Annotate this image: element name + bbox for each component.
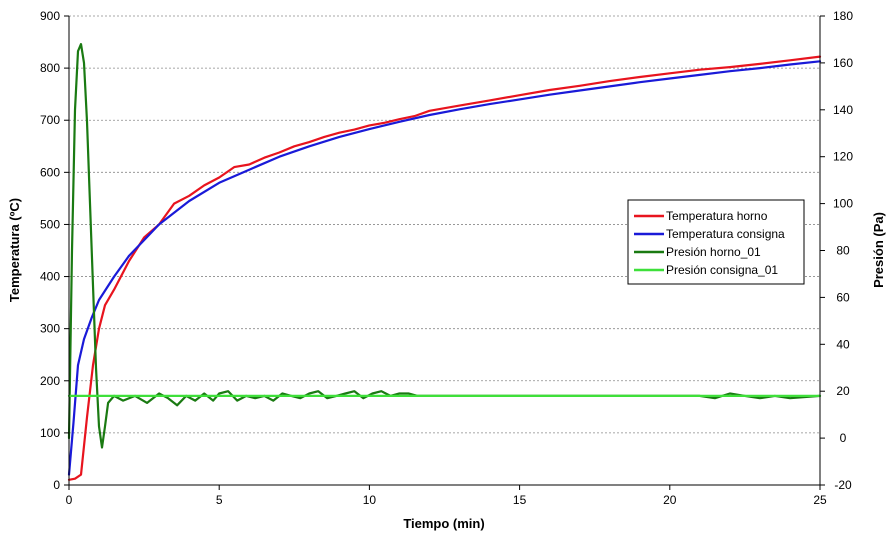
legend-label-4: Presión consigna_01 — [666, 263, 778, 277]
y-left-tick-label: 500 — [40, 217, 60, 231]
y-left-tick-label: 300 — [40, 322, 60, 336]
series-line-2 — [67, 60, 822, 476]
y-right-tick-label: 120 — [833, 150, 853, 164]
y-left-tick-label: 900 — [40, 9, 60, 23]
legend: Temperatura horno Temperatura consigna Pre… — [627, 199, 805, 285]
y-right-tick-labels: -20 0 20 40 60 80 100 120 140 160 180 — [833, 9, 853, 492]
legend-label-2: Temperatura consigna — [666, 227, 785, 241]
y-left-tick-label: 100 — [40, 426, 60, 440]
y-left-tick-label: 700 — [40, 113, 60, 127]
x-tick-label: 15 — [513, 493, 527, 507]
x-tick-label: 5 — [216, 493, 223, 507]
y-right-tick-label: -20 — [834, 478, 852, 492]
series-lines — [67, 42, 822, 481]
series-line-1 — [67, 55, 822, 481]
y-right-tick-label: 160 — [833, 56, 853, 70]
y-right-axis-title: Presión (Pa) — [871, 212, 886, 288]
x-tick-label: 20 — [663, 493, 677, 507]
y-right-tick-label: 60 — [836, 290, 850, 304]
x-tick-labels: 0 5 10 15 20 25 — [66, 493, 827, 507]
x-axis-title: Tiempo (min) — [403, 516, 484, 531]
y-right-tick-label: 80 — [836, 244, 850, 258]
y-right-tick-label: 40 — [836, 337, 850, 351]
axes — [64, 15, 825, 490]
y-right-tick-label: 100 — [833, 197, 853, 211]
y-right-tick-label: 180 — [833, 9, 853, 23]
x-tick-label: 10 — [363, 493, 377, 507]
y-right-tick-label: 0 — [840, 431, 847, 445]
y-left-tick-label: 200 — [40, 374, 60, 388]
legend-label-1: Temperatura horno — [666, 209, 768, 223]
y-left-tick-label: 400 — [40, 270, 60, 284]
y-left-tick-label: 600 — [40, 165, 60, 179]
x-tick-label: 0 — [66, 493, 73, 507]
y-left-axis-title: Temperatura (ºC) — [7, 198, 22, 302]
y-right-tick-label: 140 — [833, 103, 853, 117]
y-left-tick-labels: 0 100 200 300 400 500 600 700 800 900 — [40, 9, 60, 492]
x-tick-label: 25 — [813, 493, 827, 507]
y-right-tick-label: 20 — [836, 384, 850, 398]
legend-label-3: Presión horno_01 — [666, 245, 761, 259]
y-left-tick-label: 0 — [53, 478, 60, 492]
y-left-tick-label: 800 — [40, 61, 60, 75]
